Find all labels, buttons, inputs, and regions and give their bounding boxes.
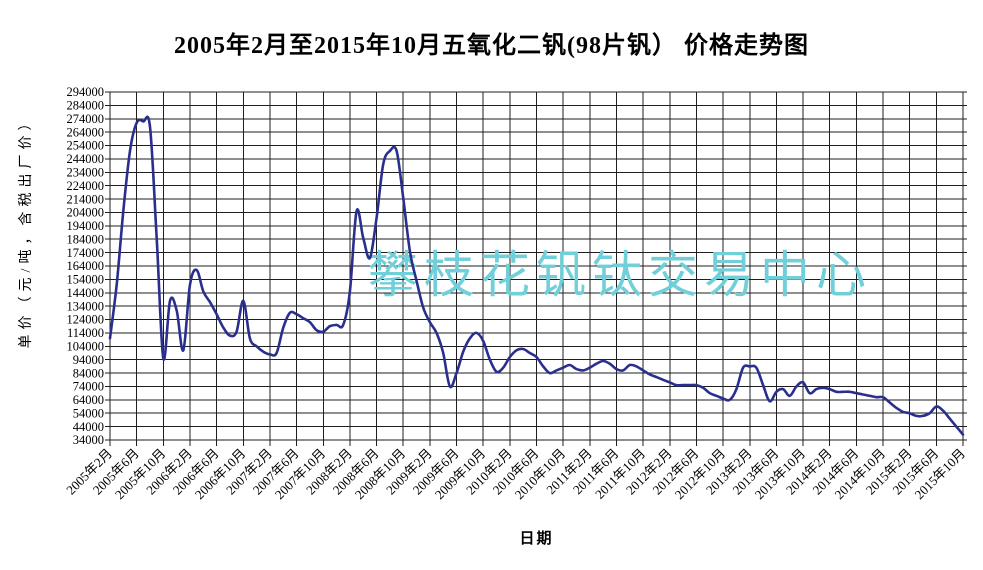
- y-tick-label: 184000: [67, 232, 105, 246]
- y-tick-label: 34000: [73, 433, 104, 447]
- y-tick-label: 224000: [67, 179, 105, 193]
- watermark-text: 攀枝花钒钛交易中心: [368, 247, 872, 303]
- x-tick-labels: 2005年2月2005年6月2005年10月2006年2月2006年6月2006…: [63, 446, 968, 503]
- price-line: [108, 115, 965, 436]
- y-tick-label: 194000: [67, 219, 105, 233]
- chart-title: 2005年2月至2015年10月五氧化二钒(98片钒） 价格走势图: [174, 33, 809, 59]
- y-tick-label: 64000: [73, 393, 104, 407]
- y-tick-label: 144000: [67, 286, 105, 300]
- y-tick-label: 114000: [67, 326, 104, 340]
- y-tick-label: 284000: [67, 99, 105, 113]
- y-tick-label: 274000: [67, 112, 105, 126]
- y-tick-label: 94000: [73, 353, 104, 367]
- y-tick-label: 124000: [67, 313, 105, 327]
- y-tick-label: 244000: [67, 152, 105, 166]
- y-tick-label: 164000: [67, 259, 105, 273]
- y-tick-label: 74000: [73, 380, 104, 394]
- y-tick-label: 294000: [67, 85, 105, 99]
- y-tick-label: 54000: [73, 406, 104, 420]
- y-tick-labels: 2940002840002740002640002540002440002340…: [67, 85, 105, 447]
- y-tick-label: 174000: [67, 246, 105, 260]
- y-tick-label: 104000: [67, 340, 105, 354]
- y-tick-label: 234000: [67, 166, 105, 180]
- y-tick-label: 254000: [67, 139, 105, 153]
- y-tick-label: 264000: [67, 125, 105, 139]
- y-tick-label: 154000: [67, 273, 105, 287]
- x-axis-title: 日期: [519, 531, 554, 547]
- y-tick-label: 134000: [67, 299, 105, 313]
- y-tick-label: 44000: [73, 420, 104, 434]
- y-tick-label: 204000: [67, 206, 105, 220]
- y-tick-label: 84000: [73, 366, 104, 380]
- y-tick-label: 214000: [67, 192, 105, 206]
